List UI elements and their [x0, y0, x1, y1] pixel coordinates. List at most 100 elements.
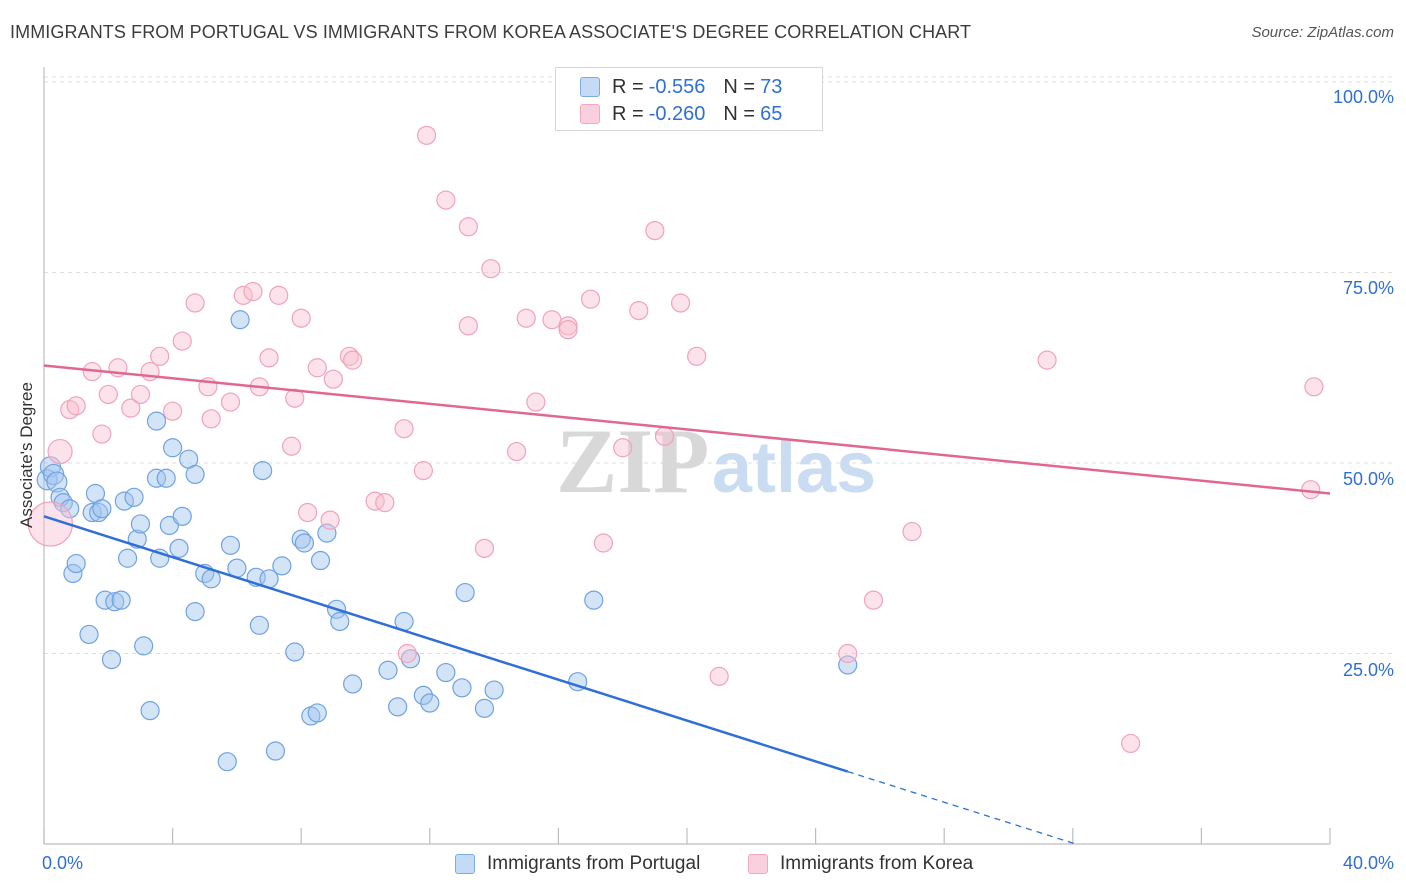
- legend-r-label: R =: [612, 75, 644, 98]
- legend-swatch-korea: [580, 104, 600, 124]
- point-korea-44: [516, 308, 536, 328]
- point-korea-1: [47, 438, 73, 465]
- legend-n-label: N =: [723, 75, 756, 98]
- point-korea-40: [458, 316, 478, 336]
- point-portugal-32: [172, 506, 192, 526]
- y-tick-label-25: 25.0%: [1342, 660, 1394, 680]
- point-portugal-39: [220, 535, 241, 555]
- point-korea-29: [323, 369, 343, 389]
- point-portugal-6: [60, 499, 80, 519]
- series-portugal-points: [36, 310, 858, 772]
- point-portugal-24: [140, 701, 160, 721]
- point-portugal-14: [95, 590, 115, 610]
- point-korea-3: [66, 396, 86, 416]
- series-legend-label-korea: Immigrants from Korea: [780, 853, 974, 874]
- chart-source: Source: ZipAtlas.com: [1251, 24, 1394, 41]
- legend-n-value-korea: 65: [760, 102, 783, 125]
- chart-title: IMMIGRANTS FROM PORTUGAL VS IMMIGRANTS F…: [10, 22, 972, 42]
- point-portugal-35: [185, 601, 205, 622]
- point-portugal-26: [146, 411, 167, 431]
- point-korea-51: [613, 438, 633, 458]
- point-korea-58: [838, 643, 858, 664]
- point-korea-35: [397, 643, 417, 664]
- point-portugal-63: [420, 693, 440, 713]
- point-korea-60: [902, 521, 922, 542]
- point-portugal-65: [452, 678, 472, 698]
- point-korea-21: [259, 348, 279, 368]
- point-korea-43: [507, 441, 527, 462]
- point-portugal-57: [343, 674, 363, 694]
- x-tick-label-max: 40.0%: [1342, 853, 1394, 873]
- watermark-zip: ZIP: [556, 410, 709, 512]
- point-korea-9: [130, 384, 151, 405]
- point-korea-56: [687, 346, 707, 366]
- point-korea-59: [863, 590, 884, 610]
- point-korea-26: [298, 502, 318, 523]
- point-portugal-71: [838, 655, 858, 675]
- legend-n-label: N =: [723, 102, 756, 125]
- point-portugal-28: [156, 468, 176, 488]
- point-portugal-15: [101, 649, 122, 670]
- point-korea-62: [1121, 733, 1141, 754]
- point-korea-23: [281, 436, 302, 456]
- point-portugal-43: [249, 615, 270, 635]
- point-korea-6: [98, 384, 118, 405]
- series-legend-korea: Immigrants from Korea: [748, 850, 973, 878]
- y-tick-label-75: 75.0%: [1342, 278, 1394, 298]
- point-portugal-31: [169, 538, 189, 558]
- point-portugal-70: [584, 590, 604, 610]
- watermark: ZIP atlas: [556, 410, 876, 512]
- point-portugal-12: [89, 502, 109, 523]
- legend-n-value-portugal: 73: [760, 75, 783, 98]
- point-korea-46: [542, 310, 562, 330]
- series-legend-swatch-portugal: [455, 854, 475, 874]
- point-korea-14: [185, 293, 205, 313]
- point-korea-18: [233, 285, 253, 305]
- point-korea-19: [243, 281, 263, 302]
- point-korea-27: [307, 358, 327, 378]
- point-portugal-8: [66, 553, 86, 574]
- point-korea-54: [654, 426, 675, 446]
- point-portugal-34: [185, 464, 205, 485]
- point-portugal-58: [378, 660, 398, 680]
- point-portugal-16: [105, 592, 125, 612]
- point-portugal-41: [230, 310, 250, 330]
- series-legend-portugal: Immigrants from Portugal: [455, 850, 700, 878]
- series-legend-swatch-korea: [748, 854, 768, 874]
- legend-r-label: R =: [612, 102, 644, 125]
- point-portugal-9: [79, 624, 99, 645]
- point-korea-12: [163, 401, 183, 421]
- trendline-portugal: [43, 515, 849, 773]
- point-korea-8: [121, 398, 141, 418]
- point-korea-30: [339, 346, 360, 366]
- point-korea-53: [645, 220, 665, 241]
- legend-row-korea: R = -0.260 N = 65: [580, 101, 782, 127]
- point-portugal-23: [134, 636, 154, 656]
- point-portugal-46: [265, 741, 286, 761]
- point-portugal-19: [117, 548, 138, 568]
- point-portugal-62: [413, 685, 433, 706]
- point-portugal-47: [272, 556, 292, 576]
- trend-layer: [43, 364, 1331, 844]
- legend-r-value-portugal: -0.556: [648, 75, 706, 98]
- point-portugal-67: [474, 698, 495, 718]
- point-korea-13: [172, 331, 192, 351]
- point-portugal-30: [163, 438, 183, 458]
- point-portugal-59: [388, 697, 408, 717]
- point-portugal-61: [400, 649, 421, 669]
- point-portugal-17: [111, 590, 131, 610]
- y-tick-label-100: 100.0%: [1332, 87, 1394, 107]
- point-portugal-68: [484, 680, 504, 700]
- point-portugal-53: [310, 550, 331, 571]
- point-korea-36: [413, 461, 433, 481]
- point-korea-34: [394, 419, 414, 439]
- point-korea-63: [1301, 480, 1321, 500]
- point-portugal-64: [436, 662, 456, 683]
- point-portugal-44: [253, 461, 273, 481]
- point-korea-25: [291, 308, 311, 328]
- legend-row-portugal: R = -0.556 N = 73: [580, 74, 782, 100]
- point-korea-41: [474, 538, 495, 558]
- point-korea-52: [629, 301, 649, 321]
- point-portugal-10: [82, 502, 102, 523]
